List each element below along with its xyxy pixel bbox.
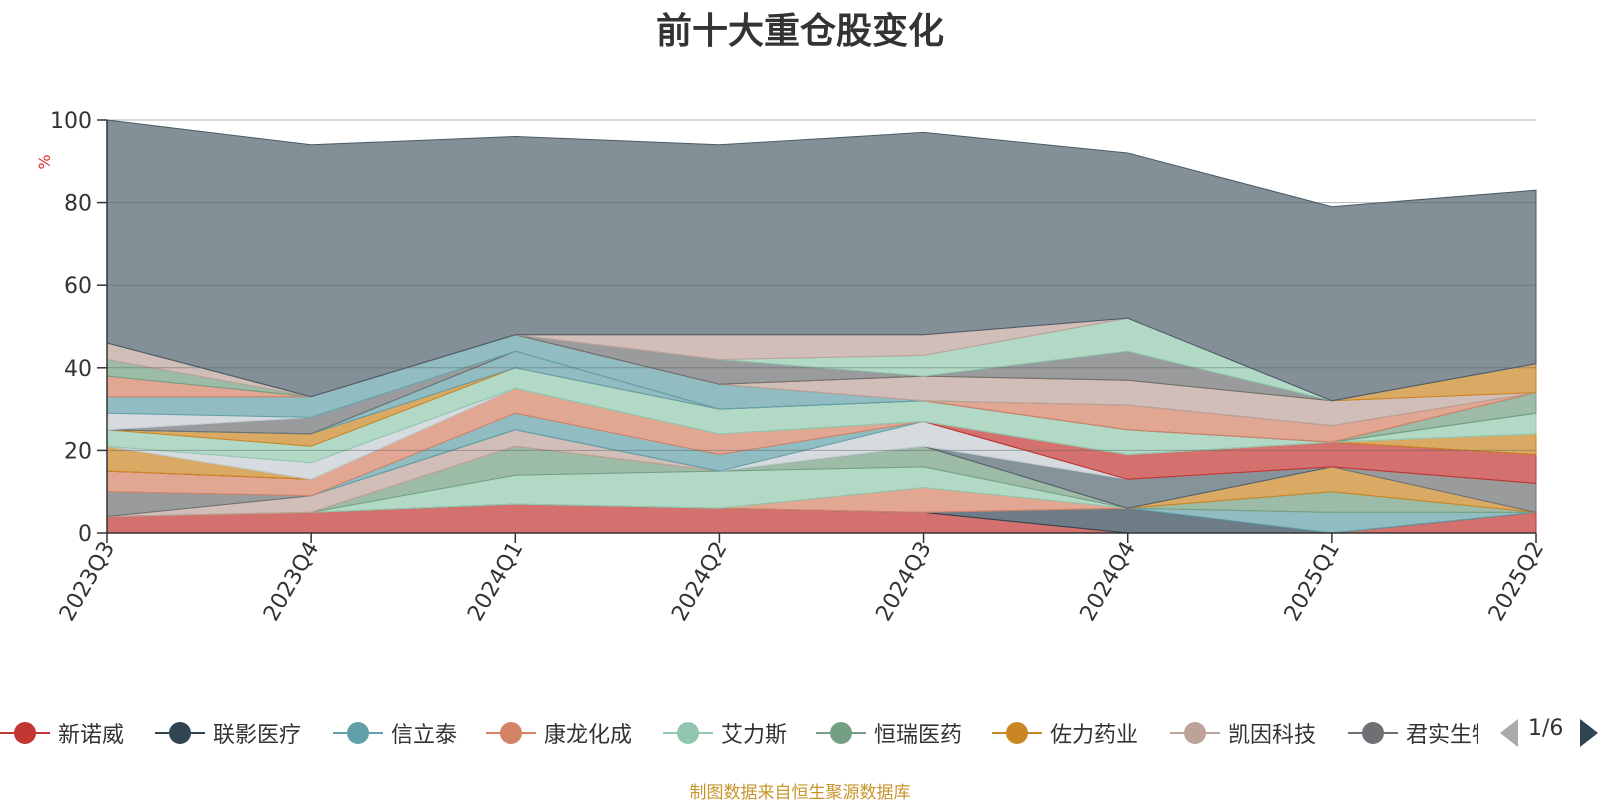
legend-dot-icon — [677, 722, 699, 744]
legend-label: 新诺威 — [58, 723, 125, 748]
legend-label: 联影医疗 — [213, 723, 302, 748]
legend-items: 新诺威 联影医疗 信立泰 康龙化成 艾力斯 恒瑞医药 佐力药业 凯因科技 君实生物 — [0, 713, 1478, 753]
area-series-31 — [106, 119, 1537, 402]
y-tick-label-80: 80 — [64, 192, 92, 217]
legend-page-indicator: 1/6 — [1528, 716, 1564, 741]
legend-dot-icon — [169, 722, 191, 744]
legend-dot-icon — [1006, 722, 1028, 744]
x-tick-label-2023Q4: 2023Q4 — [259, 538, 324, 626]
legend-label: 恒瑞医药 — [874, 723, 963, 748]
y-tick-label-0: 0 — [78, 522, 92, 547]
x-tick-label-2024Q2: 2024Q2 — [667, 538, 732, 626]
source-note: 制图数据来自恒生聚源数据库 — [689, 783, 911, 803]
legend-dot-icon — [1184, 722, 1206, 744]
legend-label: 凯因科技 — [1228, 723, 1317, 748]
y-tick-label-40: 40 — [64, 357, 92, 382]
y-tick-label-20: 20 — [64, 439, 92, 464]
legend-label: 佐力药业 — [1050, 723, 1139, 748]
legend-label: 信立泰 — [391, 723, 458, 748]
x-tick-label-2024Q1: 2024Q1 — [463, 538, 528, 626]
legend-label: 康龙化成 — [544, 723, 633, 748]
legend-dot-icon — [830, 722, 852, 744]
legend-label: 艾力斯 — [721, 723, 788, 748]
x-tick-label-2024Q3: 2024Q3 — [871, 538, 936, 626]
stacked-area-chart: 0 20 40 60 80 100% 2023Q3 2023Q4 2024Q1 2024Q2 202… — [35, 109, 1549, 626]
y-tick-label-100: 100 — [50, 109, 92, 134]
x-tick-label-2024Q4: 2024Q4 — [1076, 538, 1141, 626]
x-tick-label-2025Q2: 2025Q2 — [1484, 538, 1549, 626]
legend-dot-icon — [347, 722, 369, 744]
legend-next-page-icon[interactable] — [1580, 719, 1598, 747]
chart-title: 前十大重仓股变化 — [655, 11, 944, 52]
legend-dot-icon — [14, 722, 36, 744]
y-axis-unit: % — [35, 154, 54, 169]
x-tick-label-2023Q3: 2023Q3 — [55, 538, 120, 626]
legend-dot-icon — [500, 722, 522, 744]
legend-prev-page-icon[interactable] — [1500, 719, 1518, 747]
legend-dot-icon — [1362, 722, 1384, 744]
x-tick-label-2025Q1: 2025Q1 — [1280, 538, 1345, 626]
legend-label: 君实生物 — [1406, 723, 1478, 748]
legend: 新诺威 联影医疗 信立泰 康龙化成 艾力斯 恒瑞医药 佐力药业 凯因科技 君实生物 1/6 — [0, 713, 1600, 753]
y-tick-label-60: 60 — [64, 274, 92, 299]
